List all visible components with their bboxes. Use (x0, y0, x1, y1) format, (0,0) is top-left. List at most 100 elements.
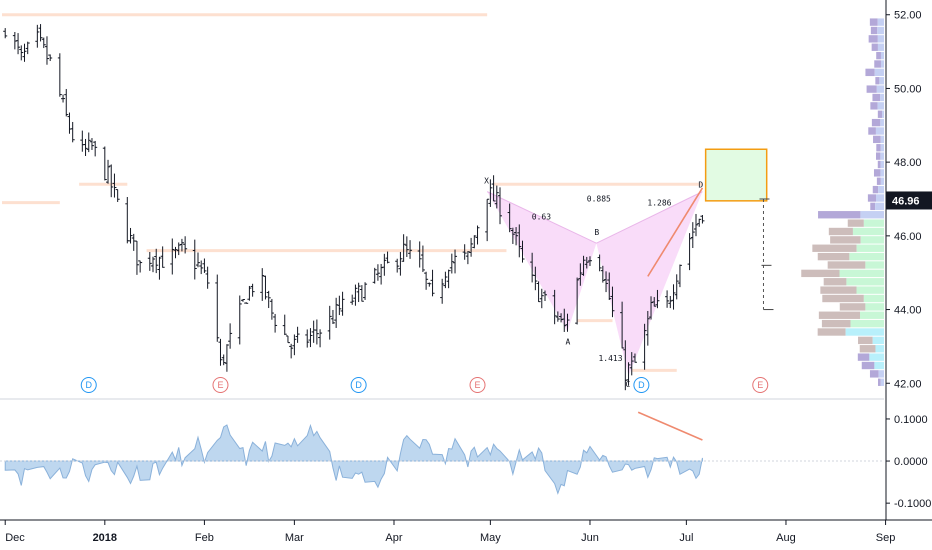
price-bar (25, 41, 30, 55)
price-bar (687, 233, 692, 271)
price-bar (337, 295, 342, 316)
volume-profile-bar (818, 211, 884, 219)
price-bar (44, 36, 49, 65)
price-bar (465, 251, 470, 265)
price-bar (228, 323, 233, 349)
price-bar (645, 310, 650, 346)
price-bar (221, 354, 226, 366)
volume-profile-bar (868, 127, 884, 135)
event-label: D (86, 380, 93, 390)
price-bar (491, 175, 496, 202)
price-bar (86, 132, 91, 153)
volume-profile-bar (875, 152, 884, 160)
trend-line (647, 187, 704, 277)
event-marker: D (633, 377, 650, 393)
price-tick-label: 46.00 (894, 231, 922, 243)
price-bar (668, 295, 673, 309)
price-bar (128, 227, 133, 244)
price-bar (472, 235, 477, 249)
volume-profile-bar (871, 43, 884, 51)
pattern-triangle-xab (487, 191, 597, 332)
pattern-point-label: B (594, 228, 599, 237)
price-bar (610, 286, 615, 318)
pattern-ratio-label: 0.63 (532, 212, 551, 221)
price-bar (41, 37, 46, 49)
price-bar (218, 338, 223, 366)
price-bar (494, 185, 499, 209)
volume-profile-bar (868, 35, 884, 43)
price-bar (510, 227, 515, 244)
volume-profile (801, 18, 884, 386)
price-bar (240, 298, 245, 302)
price-bar (170, 238, 175, 275)
volume-profile-bar (870, 202, 884, 211)
price-bar (440, 278, 445, 304)
price-bar (375, 264, 380, 281)
price-bar (578, 263, 583, 286)
price-bar (632, 353, 637, 363)
price-bar (694, 213, 699, 237)
price-bar (205, 266, 210, 289)
price-bar (173, 246, 178, 259)
price-bar (106, 159, 111, 184)
price-bar (70, 121, 75, 143)
volume-profile-bar (874, 60, 884, 68)
oscillator-pane (0, 411, 884, 495)
price-bar (269, 298, 274, 320)
volume-profile-bar (839, 303, 884, 311)
pattern-ratio-label: 0.885 (587, 195, 611, 204)
volume-profile-bar (820, 286, 884, 294)
event-marker: D (350, 377, 367, 393)
price-bar (350, 294, 355, 305)
price-bar (372, 267, 377, 284)
price-bar (266, 290, 271, 309)
price-bar (35, 24, 40, 48)
time-tick-label: Feb (195, 532, 214, 544)
price-bar (308, 328, 313, 348)
price-bar (224, 344, 229, 372)
pattern-leg-xb (486, 191, 597, 244)
price-bar (61, 94, 66, 103)
time-tick-label: Jul (679, 532, 693, 544)
price-bar (453, 249, 458, 274)
price-bar (48, 54, 53, 62)
price-bar (215, 274, 220, 342)
divergence-line (637, 411, 703, 441)
price-bar (382, 253, 387, 276)
time-tick-label: Aug (776, 532, 796, 544)
price-bar (700, 214, 705, 224)
price-bar (183, 236, 188, 254)
price-bar (67, 112, 72, 134)
price-bar (160, 246, 165, 268)
price-bar (420, 245, 425, 273)
price-bar (102, 146, 107, 181)
volume-profile-bar (821, 319, 884, 328)
price-bar (604, 271, 609, 293)
price-bar (89, 138, 94, 150)
price-bar (244, 302, 249, 304)
price-bar (587, 256, 592, 267)
price-bar (671, 284, 676, 310)
volume-profile-bar (869, 370, 884, 378)
price-bar (192, 239, 197, 280)
price-bar (112, 173, 117, 198)
volume-profile-bar (875, 77, 884, 85)
price-bar (626, 362, 631, 386)
pattern-point-label: D (698, 181, 703, 190)
event-label: D (638, 380, 645, 390)
price-tick-label: 50.00 (894, 83, 922, 95)
price-bar (674, 274, 679, 300)
price-bar (179, 238, 184, 252)
volume-profile-bar (818, 311, 884, 319)
price-bar (398, 251, 403, 276)
price-bar (533, 266, 538, 291)
price-bar (263, 275, 268, 300)
last-price-label: 46.96 (892, 195, 920, 207)
price-tick-label: 44.00 (894, 305, 922, 317)
volume-profile-bar (828, 227, 884, 236)
last-price-tag (886, 191, 932, 210)
